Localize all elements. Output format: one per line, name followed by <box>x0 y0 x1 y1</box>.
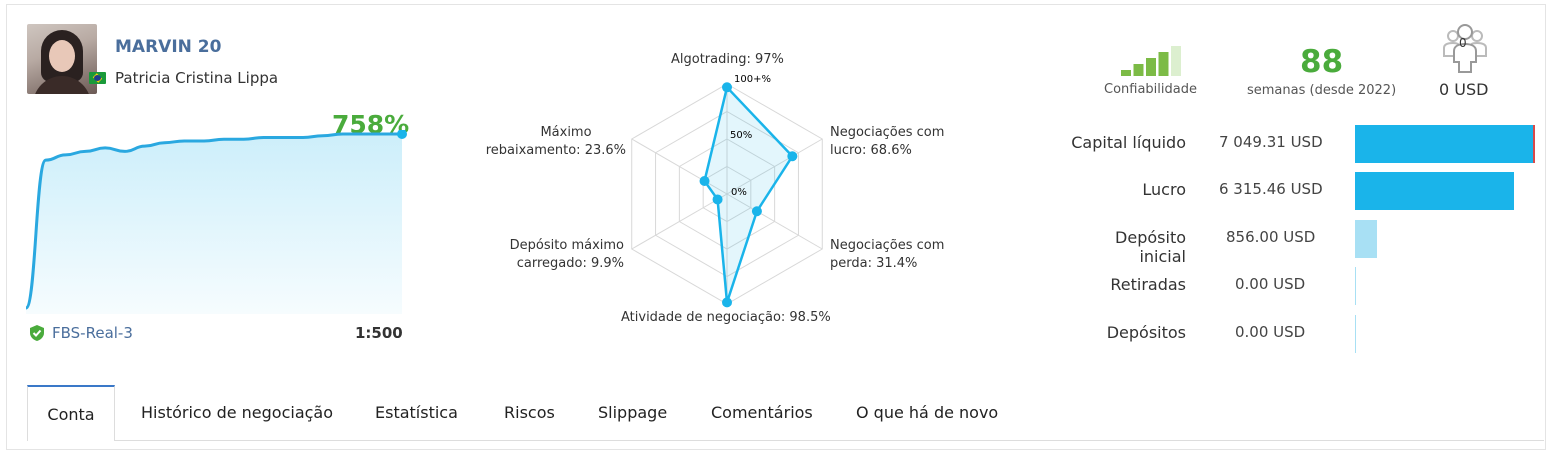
subscribers-count: 0 <box>1459 36 1467 50</box>
verified-shield-icon <box>30 325 44 341</box>
radar-tick-50: 50% <box>730 130 752 141</box>
radar-label-max-deposit-load: Depósito máximo carregado: 9.9% <box>509 238 624 271</box>
avatar[interactable] <box>27 24 97 94</box>
account-name[interactable]: MARVIN 20 <box>115 37 222 57</box>
radar-spoke <box>631 138 728 195</box>
radar-point <box>722 82 732 93</box>
tabs-divider <box>114 440 1544 441</box>
owner-name[interactable]: Patricia Cristina Lippa <box>115 69 279 87</box>
growth-area <box>26 134 402 314</box>
stat-value: 6 315.46 USD <box>1219 180 1323 198</box>
stat-bar <box>1355 220 1377 258</box>
radar-point <box>722 297 732 308</box>
growth-end-point <box>397 130 407 139</box>
radar-tick-0: 0% <box>731 187 747 198</box>
subscribers-icon[interactable] <box>1440 22 1490 74</box>
stat-value: 0.00 USD <box>1235 275 1306 293</box>
weeks-count: 88 <box>1300 44 1344 80</box>
radar-label-loss-trades: Negociações com perda: 31.4% <box>830 238 945 271</box>
radar-point <box>712 194 723 205</box>
reliability-bar <box>1121 70 1131 76</box>
tab-riscos[interactable]: Riscos <box>504 403 555 422</box>
weeks-label: semanas (desde 2022) <box>1247 83 1397 98</box>
stat-bar <box>1355 315 1356 353</box>
stat-label: Depósitos <box>1106 323 1186 342</box>
radar-grid <box>631 83 823 305</box>
tab-comentarios[interactable]: Comentários <box>711 403 813 422</box>
stat-label: Retiradas <box>1110 275 1186 294</box>
reliability-bar <box>1146 58 1156 76</box>
radar-point <box>699 176 710 187</box>
leverage: 1:500 <box>355 324 403 342</box>
stat-value: 856.00 USD <box>1226 228 1316 246</box>
stat-bar <box>1355 172 1514 210</box>
radar-point <box>787 151 798 162</box>
tab-slippage[interactable]: Slippage <box>598 403 668 422</box>
radar-label-algotrading: Algotrading: 97% <box>671 52 784 67</box>
radar-spoke <box>726 193 823 250</box>
radar-chart: 100+% 50% 0% <box>631 74 823 308</box>
reliability-signal-icon[interactable] <box>1121 46 1183 76</box>
stat-label: Capital líquido <box>1071 133 1186 152</box>
reliability-bar <box>1158 52 1169 76</box>
subscribers-amount: 0 USD <box>1439 80 1489 99</box>
stat-bar <box>1355 125 1535 163</box>
radar-point <box>751 206 762 217</box>
reliability-label: Confiabilidade <box>1104 82 1197 97</box>
growth-chart <box>24 130 407 314</box>
growth-line <box>24 132 402 310</box>
radar-label-max-drawdown: Máximo rebaixamento: 23.6% <box>485 125 626 158</box>
radar-label-profit-trades: Negociações com lucro: 68.6% <box>830 125 945 158</box>
tab-historico[interactable]: Histórico de negociação <box>141 403 334 422</box>
radar-spoke <box>726 138 823 195</box>
radar-tick-100: 100+% <box>734 74 771 85</box>
stat-bar <box>1355 267 1356 305</box>
radar-label-activity: Atividade de negociação: 98.5% <box>621 310 831 325</box>
tab-bar: Conta Histórico de negociação Estatístic… <box>27 385 1527 441</box>
stat-value: 0.00 USD <box>1235 323 1306 341</box>
reliability-bar <box>1171 46 1181 76</box>
stat-label: Depósito inicial <box>1115 228 1186 266</box>
stat-value: 7 049.31 USD <box>1219 133 1323 151</box>
brazil-flag-icon <box>89 72 106 84</box>
radar-spoke <box>631 193 728 250</box>
tab-conta[interactable]: Conta <box>27 385 115 441</box>
reliability-bar <box>1133 64 1144 76</box>
server-name[interactable]: FBS-Real-3 <box>52 324 133 342</box>
tab-estatistica[interactable]: Estatística <box>375 403 458 422</box>
tab-o-que-ha-de-novo[interactable]: O que há de novo <box>856 403 999 422</box>
stat-label: Lucro <box>1142 180 1186 199</box>
